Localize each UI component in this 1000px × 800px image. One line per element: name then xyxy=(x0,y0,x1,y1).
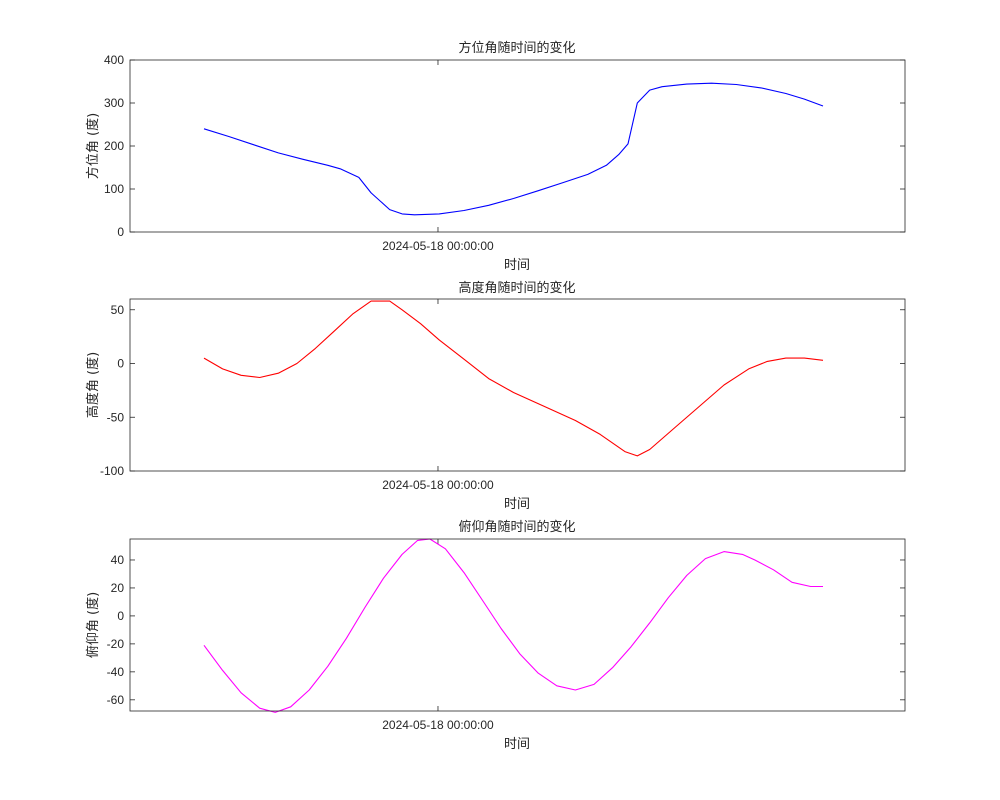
elevation-subplot: 高度角随时间的变化 -100 -50 0 50 2024-05-18 00:00:00… xyxy=(85,280,906,512)
azimuth-y-tick-label: 200 xyxy=(104,139,124,153)
azimuth-y-tick-label: 100 xyxy=(104,182,124,196)
elevation-y-tick-label: 50 xyxy=(111,303,125,317)
pitch-y-tick-label: -20 xyxy=(107,637,125,651)
elevation-x-tick-label: 2024-05-18 00:00:00 xyxy=(382,478,494,492)
azimuth-series-line xyxy=(203,82,824,216)
elevation-series-line xyxy=(203,300,824,457)
elevation-series xyxy=(203,300,824,457)
pitch-x-tick-label: 2024-05-18 00:00:00 xyxy=(382,718,494,732)
azimuth-y-tick-label: 300 xyxy=(104,96,124,110)
pitch-y-tick-label: 40 xyxy=(111,553,125,567)
pitch-y-tick-label: 0 xyxy=(117,609,124,623)
pitch-title: 俯仰角随时间的变化 xyxy=(458,519,575,535)
pitch-y-ticks: -60 -40 -20 0 20 40 xyxy=(107,553,905,707)
pitch-series xyxy=(203,538,823,713)
pitch-y-tick-label: -40 xyxy=(107,665,125,679)
elevation-title: 高度角随时间的变化 xyxy=(458,280,575,296)
azimuth-axes-box xyxy=(129,59,906,233)
azimuth-series xyxy=(203,82,824,216)
elevation-y-tick-label: -100 xyxy=(100,464,124,478)
elevation-y-tick-label: 0 xyxy=(117,357,124,371)
azimuth-y-tick-label: 0 xyxy=(117,225,124,239)
elevation-axes-box xyxy=(129,298,906,472)
pitch-x-label: 时间 xyxy=(504,737,530,752)
pitch-series-line xyxy=(203,538,823,713)
azimuth-y-ticks: 0 100 200 300 400 xyxy=(104,53,905,239)
pitch-x-ticks: 2024-05-18 00:00:00 xyxy=(382,539,494,732)
azimuth-x-ticks: 2024-05-18 00:00:00 xyxy=(382,60,494,253)
pitch-y-tick-label: -60 xyxy=(107,693,125,707)
elevation-x-label: 时间 xyxy=(504,497,530,512)
pitch-axes-box xyxy=(129,538,906,712)
pitch-y-label: 俯仰角 (度) xyxy=(85,592,101,658)
azimuth-subplot: 方位角随时间的变化 0 100 200 300 400 2024-05-18 00:00… xyxy=(85,40,906,273)
elevation-y-ticks: -100 -50 0 50 xyxy=(100,303,905,478)
azimuth-y-tick-label: 400 xyxy=(104,53,124,67)
elevation-y-tick-label: -50 xyxy=(107,410,125,424)
azimuth-x-tick-label: 2024-05-18 00:00:00 xyxy=(382,239,494,253)
pitch-y-tick-label: 20 xyxy=(111,581,125,595)
pitch-subplot: 俯仰角随时间的变化 -60 -40 -20 0 20 40 2024-05-18 00:0… xyxy=(85,519,906,752)
azimuth-title: 方位角随时间的变化 xyxy=(458,40,575,56)
azimuth-x-label: 时间 xyxy=(504,258,530,273)
elevation-x-ticks: 2024-05-18 00:00:00 xyxy=(382,299,494,492)
azimuth-y-label: 方位角 (度) xyxy=(85,113,101,179)
elevation-y-label: 高度角 (度) xyxy=(85,352,101,418)
